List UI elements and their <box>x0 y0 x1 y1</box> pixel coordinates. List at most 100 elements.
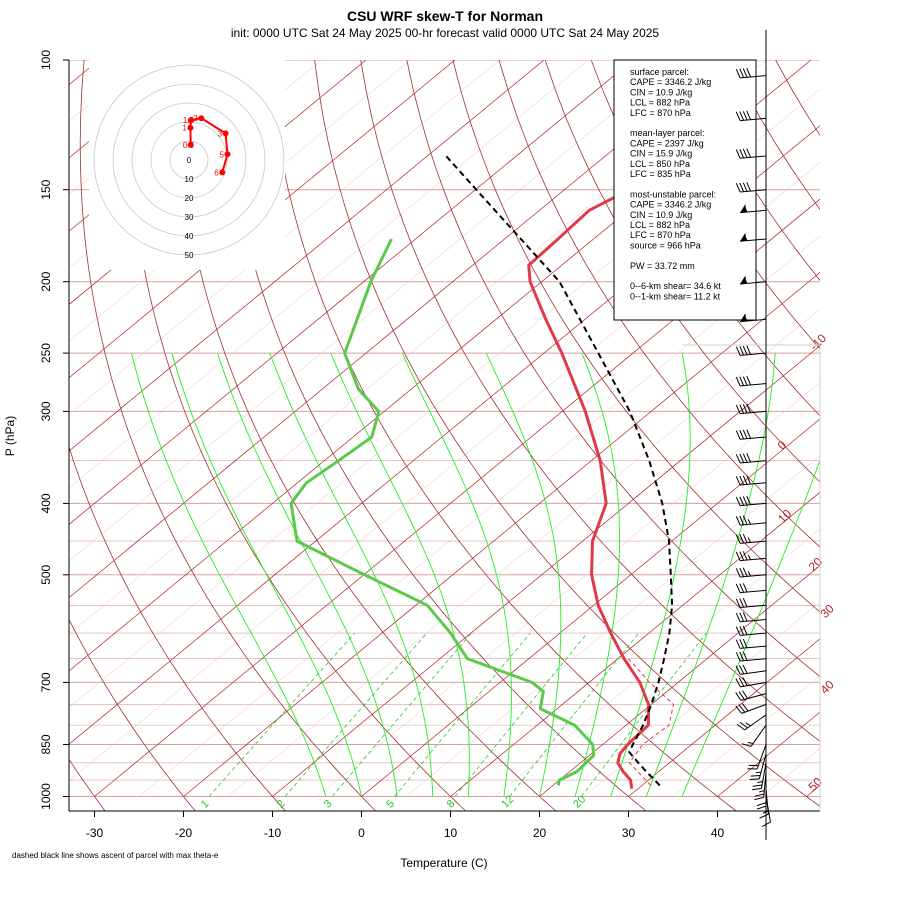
barb-full <box>739 68 745 78</box>
hodo-ring <box>169 140 209 180</box>
barb-full <box>742 690 749 699</box>
wind-barb <box>735 690 767 701</box>
barb-full <box>739 534 745 544</box>
barb-full <box>746 475 752 485</box>
barb-full <box>739 567 745 577</box>
isotherm-line <box>272 345 820 797</box>
dry-adiabat <box>222 60 647 811</box>
mixing-ratio-line <box>581 632 707 797</box>
barb-full <box>739 612 745 622</box>
hodo-ring-label: 30 <box>185 213 194 222</box>
barb-half <box>757 781 763 784</box>
barb-full <box>754 793 765 797</box>
moist-adiabat <box>269 352 434 797</box>
hodo-point-label: 6 <box>214 168 219 177</box>
barb-full <box>756 805 767 810</box>
info-line: 0--1-km shear= 11.2 kt <box>630 291 721 301</box>
barb-full <box>735 568 741 578</box>
wind-barb <box>735 677 767 688</box>
wind-barb <box>735 533 767 544</box>
chart-subtitle: init: 0000 UTC Sat 24 May 2025 00-hr for… <box>231 26 660 40</box>
wind-barb <box>735 551 767 562</box>
y-tick-label: 400 <box>39 493 53 513</box>
barb-full <box>735 68 741 79</box>
barb-full <box>746 429 752 439</box>
barb-shaft <box>740 645 767 649</box>
barb-full <box>754 796 764 801</box>
barb-full <box>739 626 745 636</box>
barb-half <box>747 571 752 577</box>
dry-adiabat <box>452 60 820 613</box>
barb-half <box>744 278 748 284</box>
series-dewpoint <box>289 238 596 786</box>
barb-full <box>735 404 741 414</box>
barb-full <box>742 533 748 543</box>
series-temperature <box>527 74 690 789</box>
barb-full <box>742 651 748 661</box>
wind-barb <box>735 703 767 714</box>
dry-adiabat <box>868 60 900 812</box>
info-box-frame <box>613 59 757 321</box>
isotherm-label: 0 <box>775 438 790 453</box>
wind-barb <box>735 515 767 526</box>
wind-barb <box>735 664 767 675</box>
barb-full <box>742 567 748 577</box>
mixing-ratio-line <box>208 632 356 797</box>
series-parcel <box>445 155 674 787</box>
wind-barb <box>752 762 767 791</box>
barb-full <box>735 346 741 356</box>
barb-half <box>759 790 765 793</box>
hodo-point-label: 1 <box>182 124 187 133</box>
barb-full <box>742 345 748 355</box>
wind-barb <box>735 475 767 486</box>
barb-half <box>747 537 752 543</box>
barb-full <box>735 678 741 688</box>
wind-barbs <box>735 30 772 840</box>
barb-full <box>750 775 761 777</box>
wind-barb <box>741 724 767 747</box>
barb-full <box>742 677 748 686</box>
info-line: CAPE = 3346.2 J/kg <box>630 200 711 210</box>
isotherm-line <box>69 60 545 452</box>
mixing-ratio-line <box>331 632 472 797</box>
barb-full <box>735 551 741 561</box>
barb-shaft <box>740 574 767 578</box>
info-line: surface parcel: <box>630 67 689 77</box>
isotherm-line-minor <box>69 60 678 562</box>
barb-shaft <box>740 318 767 323</box>
info-line: LFC = 870 hPa <box>630 230 691 240</box>
isotherm-line <box>183 271 820 797</box>
barb-full <box>739 182 745 192</box>
barb-half <box>747 519 752 525</box>
x-tick-label: -30 <box>86 826 104 840</box>
wind-barb <box>735 376 767 387</box>
barb-full <box>735 183 741 193</box>
barb-full <box>739 651 745 661</box>
info-line: CAPE = 3346.2 J/kg <box>630 77 711 87</box>
wind-barb <box>735 453 767 464</box>
y-axis-label: P (hPa) <box>3 416 17 456</box>
wind-barb <box>735 638 767 649</box>
wind-barb <box>756 780 767 810</box>
hodo-point <box>222 130 229 137</box>
barb-full <box>735 652 741 662</box>
barb-full <box>742 638 748 649</box>
hodo-point <box>198 115 205 122</box>
info-line: mean-layer parcel: <box>630 128 705 138</box>
barb-full <box>742 404 748 414</box>
barb-full <box>739 475 745 485</box>
isotherm-line-minor <box>138 235 820 797</box>
barb-full <box>746 182 752 192</box>
x-tick-label: 20 <box>533 826 547 840</box>
barb-full <box>742 148 748 158</box>
barb-full <box>746 403 752 413</box>
wind-barb <box>735 345 767 356</box>
mixing-ratio-label: 3 <box>322 798 335 811</box>
barb-full <box>739 404 745 414</box>
hodo-point-label: 0.5 <box>183 141 195 150</box>
barb-full <box>749 778 760 780</box>
hodo-point <box>224 151 231 158</box>
hodo-point-label: 1.5 <box>183 116 195 125</box>
moist-adiabat <box>330 352 470 797</box>
